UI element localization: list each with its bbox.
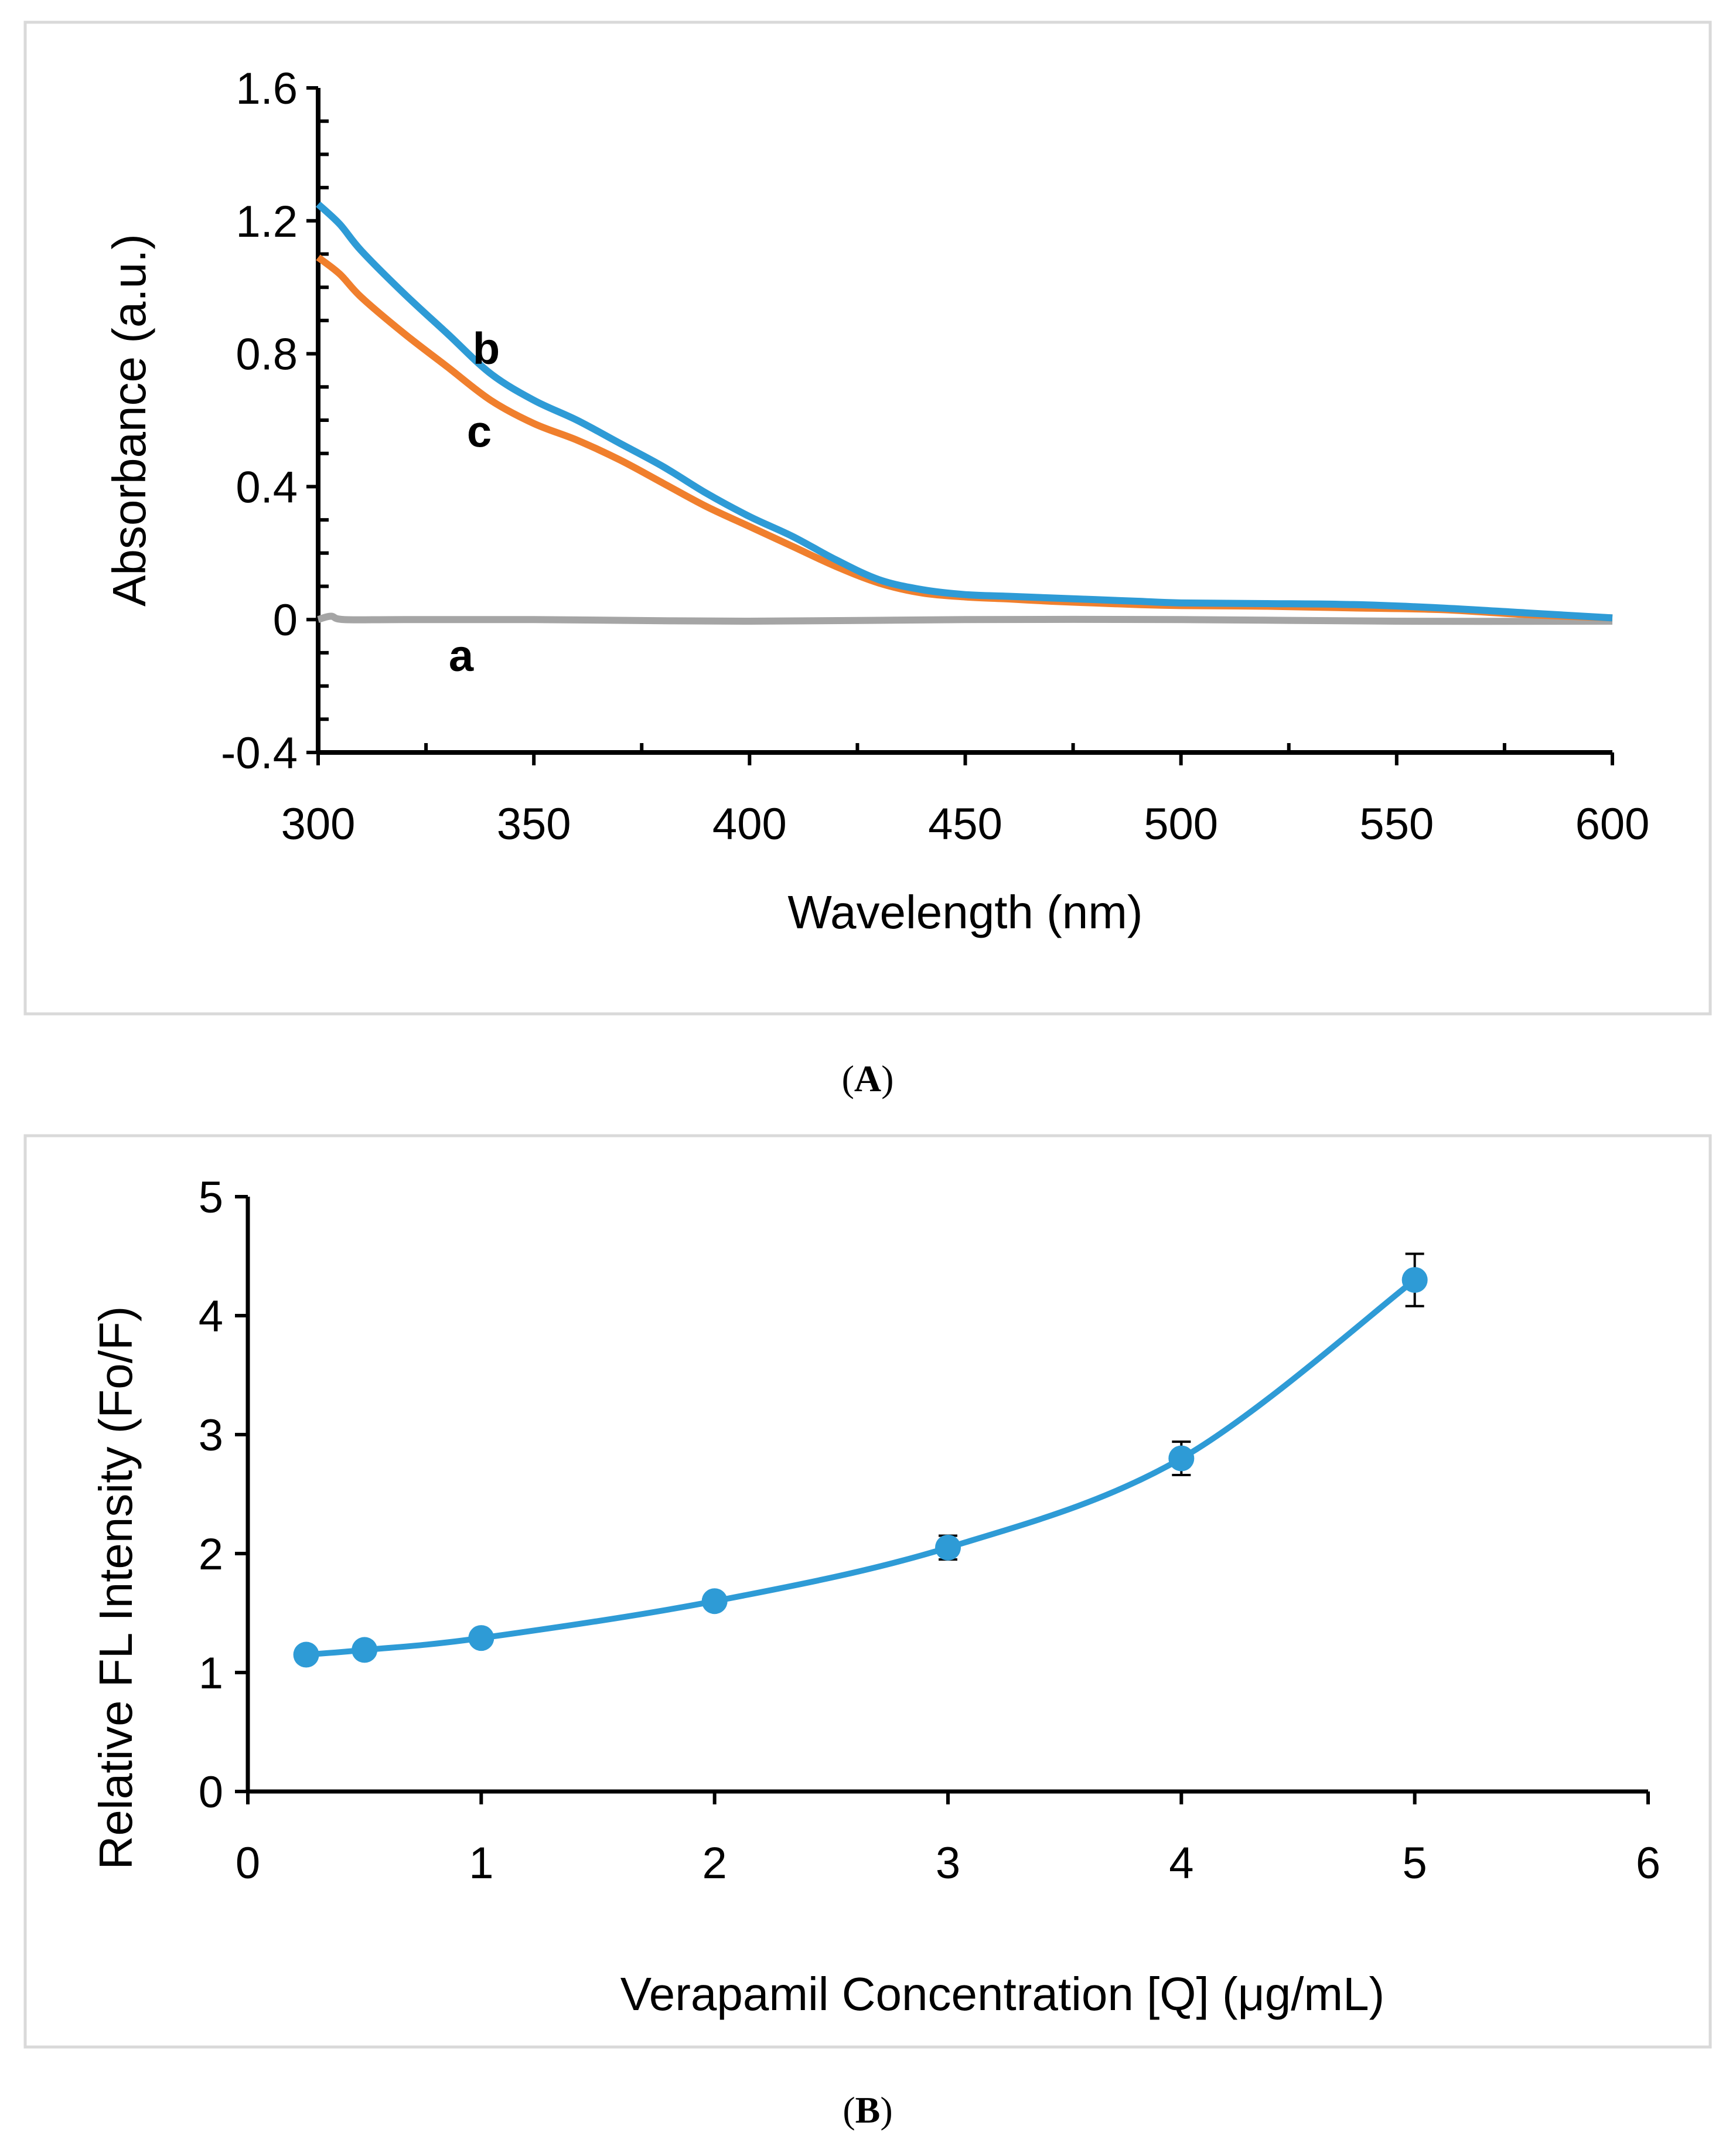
y-tick-label: 2: [199, 1530, 223, 1579]
x-tick-label: 5: [1403, 1838, 1427, 1888]
data-point: [1401, 1267, 1428, 1293]
y-tick-label: 1: [199, 1648, 223, 1698]
data-point: [352, 1637, 378, 1663]
series-label-c: c: [467, 407, 492, 457]
panel-a-caption-letter: A: [854, 1058, 881, 1099]
data-point: [701, 1588, 728, 1615]
series-label-a: a: [449, 631, 474, 681]
y-tick-label: 3: [199, 1411, 223, 1460]
y-tick-label: 0: [199, 1767, 223, 1817]
y-tick-label: 0: [273, 595, 298, 645]
x-axis-title: Wavelength (nm): [787, 886, 1142, 938]
y-tick-label: 0.8: [236, 330, 298, 380]
y-tick-label: 4: [199, 1292, 223, 1341]
x-tick-label: 1: [469, 1838, 493, 1888]
y-tick-label: 0.4: [236, 462, 298, 512]
fit-curve-line: [306, 1278, 1417, 1658]
panel-a-chart: -0.4 0 0.4 0.8 1.2 1.6 300 350 400 450 500 550 600 Wa…: [103, 64, 1649, 938]
data-point: [935, 1534, 961, 1561]
y-tick-label: 1.6: [236, 64, 298, 114]
panel-b-caption: (B): [843, 2089, 892, 2131]
y-tick-label: -0.4: [221, 728, 298, 778]
series-b-line: [315, 201, 1613, 622]
x-tick-label: 400: [712, 799, 787, 849]
x-tick-label: 600: [1575, 799, 1650, 849]
panel-a-frame: [23, 21, 1712, 1016]
panel-b-caption-letter: B: [855, 2089, 881, 2131]
panel-b-chart: 0 1 2 3 4 5 0 1 2 3 4 5 6 Verapamil Concentration [Q]…: [90, 1173, 1660, 2020]
data-point: [468, 1625, 494, 1651]
x-tick-label: 2: [702, 1838, 727, 1888]
x-tick-label: 6: [1636, 1838, 1660, 1888]
x-tick-label: 3: [936, 1838, 960, 1888]
y-tick-label: 5: [199, 1173, 223, 1222]
panel-b-frame: [23, 1134, 1712, 2049]
y-axis-title: Absorbance (a.u.): [103, 234, 155, 607]
x-tick-label: 350: [497, 799, 571, 849]
y-axis-title: Relative FL Intensity (Fo/F): [90, 1306, 142, 1870]
y-tick-label: 1.2: [236, 197, 298, 247]
data-point: [1168, 1445, 1195, 1472]
x-tick-label: 0: [236, 1838, 260, 1888]
x-tick-label: 550: [1359, 799, 1434, 849]
panel-a-caption: (A): [842, 1058, 894, 1099]
x-axis-title: Verapamil Concentration [Q] (μg/mL): [620, 1968, 1384, 2020]
series-a-line: [317, 612, 1613, 625]
x-tick-label: 450: [928, 799, 1002, 849]
x-tick-label: 500: [1144, 799, 1218, 849]
x-tick-label: 4: [1169, 1838, 1193, 1888]
data-point: [293, 1641, 319, 1668]
x-tick-label: 300: [281, 799, 356, 849]
series-label-b: b: [473, 324, 500, 374]
